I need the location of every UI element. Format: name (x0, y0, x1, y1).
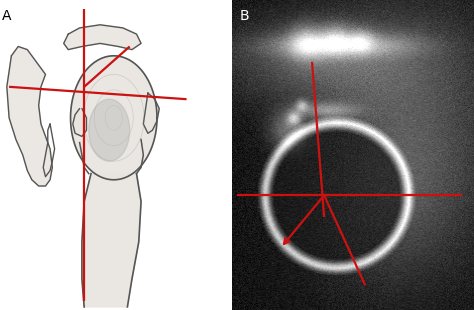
Polygon shape (7, 46, 52, 186)
Polygon shape (89, 99, 130, 161)
Polygon shape (82, 174, 141, 307)
Polygon shape (73, 108, 86, 136)
Polygon shape (71, 56, 157, 180)
Text: A: A (2, 9, 12, 23)
Polygon shape (64, 25, 141, 50)
Polygon shape (143, 93, 159, 133)
Text: B: B (239, 9, 249, 23)
